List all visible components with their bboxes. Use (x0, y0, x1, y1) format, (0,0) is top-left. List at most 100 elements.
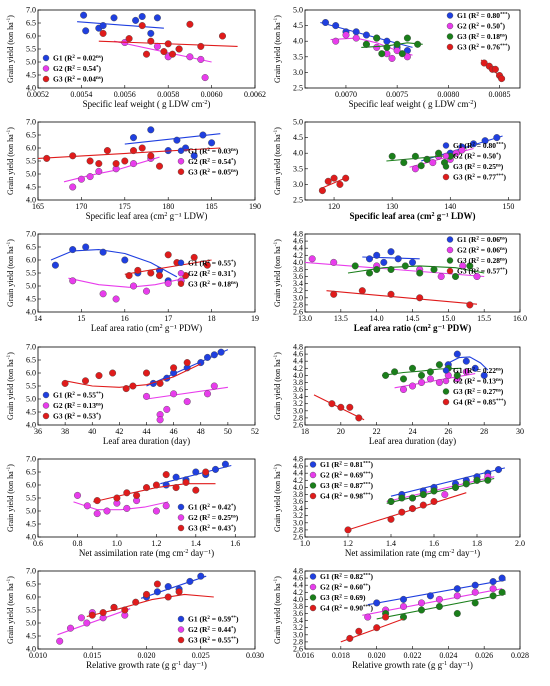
x-tick-label: 1.4 (386, 539, 396, 548)
data-point (453, 592, 461, 600)
data-point (435, 595, 443, 603)
x-tick-label: 0.018 (332, 651, 350, 660)
series-g2 (394, 368, 476, 394)
legend-r2-prefix: (R (463, 173, 473, 182)
x-tick-label: 1.2 (151, 539, 161, 548)
data-point (393, 40, 401, 48)
trend-line (361, 42, 423, 48)
legend-r2-value: 0.90 (350, 604, 363, 613)
legend-entry: G1 (R2 = 0.03ns) (188, 146, 239, 155)
legend-entry: G2 (R2 = 0.54*) (53, 64, 102, 73)
y-tick-label: 5.0 (26, 395, 36, 404)
x-tick-label: 0.0054 (70, 90, 92, 99)
y-tick-label: 6.0 (26, 32, 36, 41)
legend-marker (442, 388, 450, 395)
panel-p4: 2.5 3.0 3.5 4.0 4.5 5.0 120 130 140 150 Specific l… (273, 118, 521, 221)
legend-r2-prefix: (R (198, 146, 208, 155)
legend-marker (42, 65, 50, 72)
legend-r2-value: 0.50 (483, 152, 496, 161)
data-point (190, 253, 198, 261)
legend-marker (309, 583, 317, 591)
legend-close: ) (234, 269, 237, 278)
x-tick-label: 40 (88, 427, 96, 436)
y-tick-label: 3.8 (293, 490, 303, 499)
legend-significance: * (231, 270, 234, 275)
data-point (441, 491, 449, 499)
y-axis-label-main: Grain yield (ton ha (6, 359, 15, 420)
data-point (69, 277, 77, 285)
data-point (77, 175, 85, 183)
panel-p9: 4.0 4.5 5.0 5.5 6.0 6.5 7.0 0.6 0.8 1.0 1.2 1.4 1.6 N… (6, 455, 256, 558)
data-point (388, 152, 396, 160)
y-tick-label: 3.0 (293, 68, 303, 77)
legend-significance: ns (96, 403, 101, 408)
data-point (173, 136, 181, 144)
legend-series-name: G3 (457, 32, 467, 41)
legend-significance: ** (363, 584, 369, 589)
x-axis-label-main: Relative growth rate (g g (352, 660, 442, 670)
data-point (471, 599, 479, 607)
legend-r2-eq: = (475, 377, 483, 386)
legend-r2-sup: 2 (207, 504, 210, 509)
legend: G1 (R2 = 0.81***)G2 (R2 = 0.69***)G3 (R2… (309, 460, 374, 501)
data-point (452, 483, 460, 491)
y-axis-label-sup: -1 (6, 241, 12, 246)
legend-r2-value: 0.27 (483, 387, 496, 396)
data-point (172, 473, 180, 481)
legend-significance: *** (363, 462, 371, 467)
legend-r2-sup: 2 (207, 169, 210, 174)
x-tick-label: 14.5 (406, 314, 420, 323)
y-tick-label: 3.0 (293, 180, 303, 189)
x-tick-label: 0.0075 (386, 90, 408, 99)
data-point (80, 11, 88, 19)
legend-r2-prefix: (R (63, 54, 73, 63)
legend-close: ) (505, 235, 508, 244)
data-point (373, 599, 381, 607)
x-axis-label-sup: 2 (428, 324, 431, 330)
y-tick-label: 5.5 (26, 269, 36, 278)
data-point (138, 12, 146, 20)
legend-r2-prefix: (R (198, 167, 208, 176)
y-tick-label: 4.8 (293, 230, 303, 239)
series-g3 (347, 262, 485, 281)
legend-r2-eq: = (342, 460, 350, 469)
legend-marker (177, 147, 185, 154)
legend-r2-value: 0.13 (83, 401, 96, 410)
legend-series-name: G3 (457, 43, 467, 52)
x-tick-label: 0.026 (475, 651, 493, 660)
legend-r2-eq: = (210, 167, 218, 176)
legend-marker (442, 377, 450, 385)
y-tick-label: 4.0 (26, 84, 36, 93)
legend-entry: G1 (R2 = 0.02ns) (53, 54, 104, 63)
data-point (153, 588, 161, 596)
legend-entry: G4 (R2 = 0.90***) (320, 604, 374, 613)
y-tick-label: 2.5 (293, 196, 303, 205)
data-point (498, 588, 506, 596)
y-axis-label-close: ) (273, 464, 282, 467)
legend-r2-sup: 2 (207, 148, 210, 153)
legend-r2-value: 0.53 (83, 412, 96, 421)
data-point (147, 29, 155, 37)
panel-p8: 2.62.83.03.23.43.63.84.04.24.44.64.818 20… (273, 343, 524, 447)
series-g2 (56, 603, 131, 645)
legend-r2-eq: = (75, 401, 83, 410)
legend-r2-sup: 2 (476, 23, 479, 28)
y-tick-label: 4.0 (293, 149, 303, 158)
legend-r2-prefix: (R (467, 235, 477, 244)
legend-close: ) (501, 387, 504, 396)
legend-close: ) (234, 625, 237, 634)
y-tick-label: 3.0 (293, 293, 303, 302)
legend-r2-prefix: (R (330, 572, 340, 581)
legend-r2-sup: 2 (339, 462, 342, 467)
data-point (109, 369, 117, 377)
legend-r2-value: 0.77 (483, 173, 496, 182)
legend: G1 (R2 = 0.55**)G2 (R2 = 0.13ns)G3 (R2 =… (42, 391, 104, 421)
legend-entry: G1 (R2 = 0.22ns) (453, 366, 504, 375)
data-point (473, 476, 481, 484)
legend-series-name: G2 (188, 157, 198, 166)
legend: G1 (R2 = 0.55*)G2 (R2 = 0.31*)G3 (R2 = 0… (177, 258, 239, 288)
data-point (142, 287, 150, 295)
x-tick-label: 0.6 (33, 539, 43, 548)
legend-entry: G3 (R2 = 0.69) (320, 593, 366, 602)
